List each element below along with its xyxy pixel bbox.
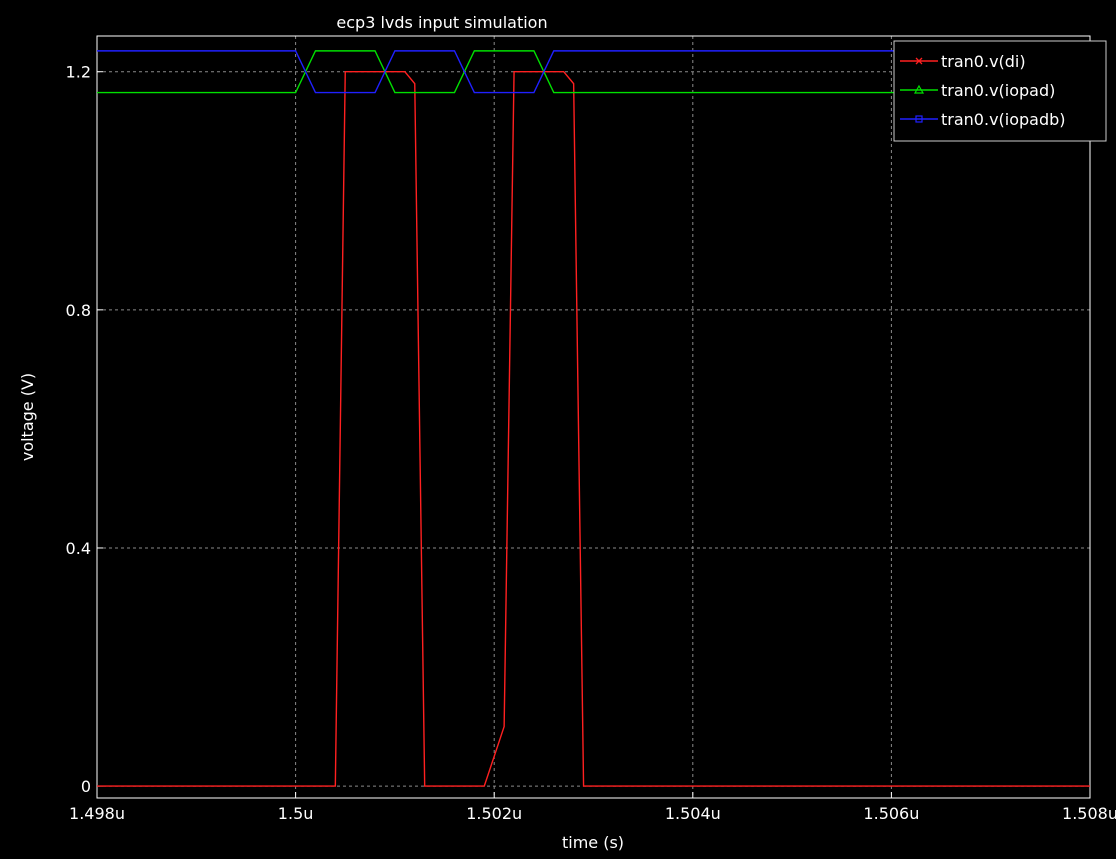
x-tick-label: 1.504u xyxy=(665,804,721,823)
y-tick-label: 1.2 xyxy=(66,63,91,82)
y-tick-label: 0.4 xyxy=(66,539,91,558)
legend-label: tran0.v(iopadb) xyxy=(941,110,1066,129)
legend-box xyxy=(893,40,1107,142)
legend-item: tran0.v(di) xyxy=(900,52,1026,71)
legend-item: tran0.v(iopadb) xyxy=(900,110,1066,129)
legend: tran0.v(di) tran0.v(iopad) tran0.v(iopadb) xyxy=(893,40,1107,142)
x-tick-label: 1.506u xyxy=(863,804,919,823)
x-marker-icon xyxy=(915,57,923,65)
plot-frame xyxy=(96,35,1091,799)
x-tick-label: 1.508u xyxy=(1062,804,1116,823)
chart-title: ecp3 lvds input simulation xyxy=(336,13,547,32)
y-axis-label: voltage (V) xyxy=(18,373,37,461)
grid-lines xyxy=(96,36,1091,798)
series-layer xyxy=(97,50,1090,787)
x-tick-label: 1.502u xyxy=(466,804,522,823)
x-tick-label: 1.498u xyxy=(69,804,125,823)
series-line-0 xyxy=(97,71,1090,787)
triangle-marker-icon xyxy=(913,84,925,94)
x-axis-label: time (s) xyxy=(562,833,624,852)
axis-ticks: 1.498u 1.5u 1.502u 1.504u 1.506u 1.508u 0 0.4 0.… xyxy=(66,63,1116,823)
y-tick-label: 0 xyxy=(81,777,91,796)
series-line-2 xyxy=(97,50,1090,94)
y-tick-label: 0.8 xyxy=(66,301,91,320)
legend-label: tran0.v(di) xyxy=(941,52,1026,71)
legend-item: tran0.v(iopad) xyxy=(900,81,1055,100)
legend-label: tran0.v(iopad) xyxy=(941,81,1055,100)
x-tick-label: 1.5u xyxy=(278,804,314,823)
square-marker-icon xyxy=(915,115,923,123)
